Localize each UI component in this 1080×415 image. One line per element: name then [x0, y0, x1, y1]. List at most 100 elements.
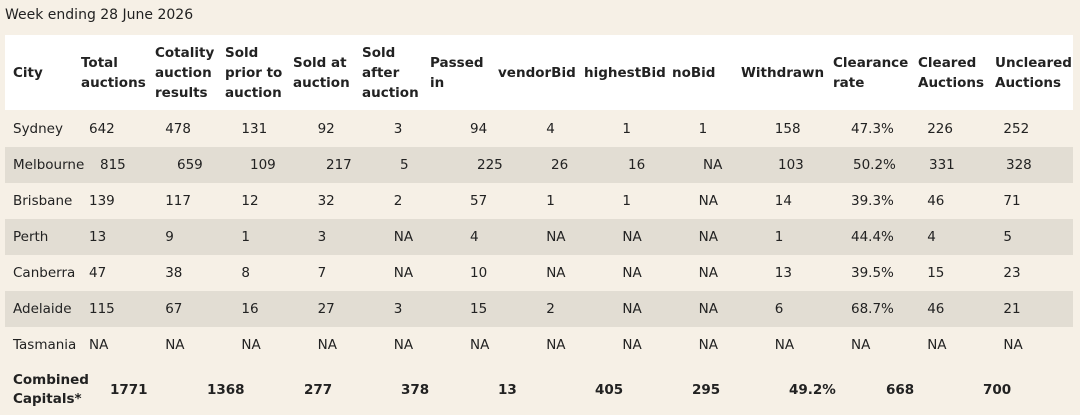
table-cell: 13	[89, 229, 107, 245]
table-cell: 1	[774, 229, 784, 245]
table-cell: NA	[698, 265, 718, 281]
table-cell: 115	[89, 301, 115, 317]
table-cell: NA	[698, 301, 718, 317]
table-cell: 68.7%	[851, 301, 894, 317]
column-header: Clearance rate	[833, 54, 909, 91]
table-cell: 109	[250, 157, 276, 173]
table-cell: NA	[1003, 337, 1023, 353]
table-cell: 4	[927, 229, 936, 245]
table-cell: 478	[165, 121, 191, 137]
table-cell: 139	[89, 193, 115, 209]
column-header: Cotality auction results	[155, 44, 215, 101]
table-cell: 47	[89, 265, 107, 281]
table-cell: 39.3%	[851, 193, 894, 209]
row-background	[5, 291, 1073, 327]
column-header: noBid	[672, 64, 716, 81]
table-cell: 32	[317, 193, 335, 209]
column-header: Withdrawn	[741, 64, 825, 81]
table-cell: 9	[165, 229, 174, 245]
table-cell: 46	[927, 193, 945, 209]
footer-cell: 49.2%	[789, 382, 836, 398]
table-cell: 7	[317, 265, 327, 281]
table-cell: 46	[927, 301, 945, 317]
footer-cell: 405	[595, 382, 624, 398]
table-cell: NA	[698, 337, 718, 353]
column-header: Sold at auction	[293, 54, 350, 91]
table-cell: 328	[1006, 157, 1032, 173]
table-cell: 26	[551, 157, 569, 173]
table-cell: 226	[927, 121, 953, 137]
table-cell: 27	[317, 301, 335, 317]
table-cell: 1	[241, 229, 250, 245]
table-cell: 3	[393, 301, 403, 317]
column-header: Cleared Auctions	[918, 54, 985, 91]
table-cell: 47.3%	[851, 121, 894, 137]
column-header: vendorBid	[498, 64, 576, 81]
table-cell: NA	[393, 337, 414, 353]
table-cell: 331	[929, 157, 955, 173]
table-cell: 16	[241, 301, 259, 317]
table-cell: 16	[628, 157, 646, 173]
table-cell: 5	[400, 157, 409, 173]
row-background	[5, 219, 1073, 255]
header-background	[5, 35, 1073, 110]
table-cell: 103	[778, 157, 804, 173]
table-cell: NA	[927, 337, 947, 353]
table-cell: 659	[177, 157, 203, 173]
table-cell: NA	[89, 337, 109, 353]
footer-label: Combined Capitals*	[13, 372, 89, 407]
table-cell: NA	[317, 337, 337, 353]
table-cell: NA	[546, 229, 566, 245]
table-cell: 44.4%	[851, 229, 894, 245]
table-cell: NA	[393, 229, 414, 245]
table-cell: 12	[241, 193, 259, 209]
table-cell: 38	[165, 265, 183, 281]
table-cell: 10	[470, 265, 488, 281]
footer-cell: 1368	[207, 382, 245, 398]
table-cell: 131	[241, 121, 268, 137]
caption: Week ending 28 June 2026	[5, 7, 194, 23]
table-cell: 1	[698, 121, 708, 137]
table-cell: 15	[927, 265, 945, 281]
city-name: Brisbane	[13, 193, 73, 209]
table-cell: NA	[698, 193, 718, 209]
city-name: Perth	[13, 229, 49, 245]
table-cell: 225	[477, 157, 503, 173]
column-header: Uncleared Auctions	[995, 54, 1072, 91]
table-cell: 3	[393, 121, 403, 137]
row-background	[5, 147, 1073, 183]
table-cell: 4	[470, 229, 479, 245]
city-name: Canberra	[13, 265, 76, 281]
column-header: Sold prior to auction	[225, 44, 283, 101]
table-cell: 8	[241, 265, 250, 281]
city-name: Tasmania	[13, 337, 77, 353]
city-name: Melbourne	[13, 157, 85, 173]
table-cell: 57	[470, 193, 488, 209]
table-cell: 158	[774, 121, 801, 137]
column-header: Sold after auction	[362, 44, 419, 101]
table-cell: NA	[546, 337, 566, 353]
table-cell: NA	[622, 301, 642, 317]
table-cell: 252	[1003, 121, 1030, 137]
table-cell: 94	[470, 121, 488, 137]
table-cell: 23	[1003, 265, 1021, 281]
table-cell: NA	[622, 265, 642, 281]
table-cell: NA	[698, 229, 718, 245]
table-cell: 92	[317, 121, 335, 137]
table-cell: 2	[546, 301, 555, 317]
column-header: City	[13, 64, 43, 81]
table-cell: 50.2%	[853, 157, 896, 173]
footer-cell: 378	[401, 382, 430, 398]
table-cell: NA	[703, 157, 723, 173]
table-cell: 4	[546, 121, 555, 137]
table-cell: NA	[470, 337, 490, 353]
table-cell: 815	[100, 157, 126, 173]
footer-cell: 700	[983, 382, 1012, 398]
table-cell: NA	[241, 337, 261, 353]
city-name: Adelaide	[13, 301, 72, 317]
table-cell: 217	[326, 157, 352, 173]
table-cell: 21	[1003, 301, 1021, 317]
table-cell: 1	[622, 193, 631, 209]
table-cell: 39.5%	[851, 265, 894, 281]
table-cell: 1	[546, 193, 555, 209]
